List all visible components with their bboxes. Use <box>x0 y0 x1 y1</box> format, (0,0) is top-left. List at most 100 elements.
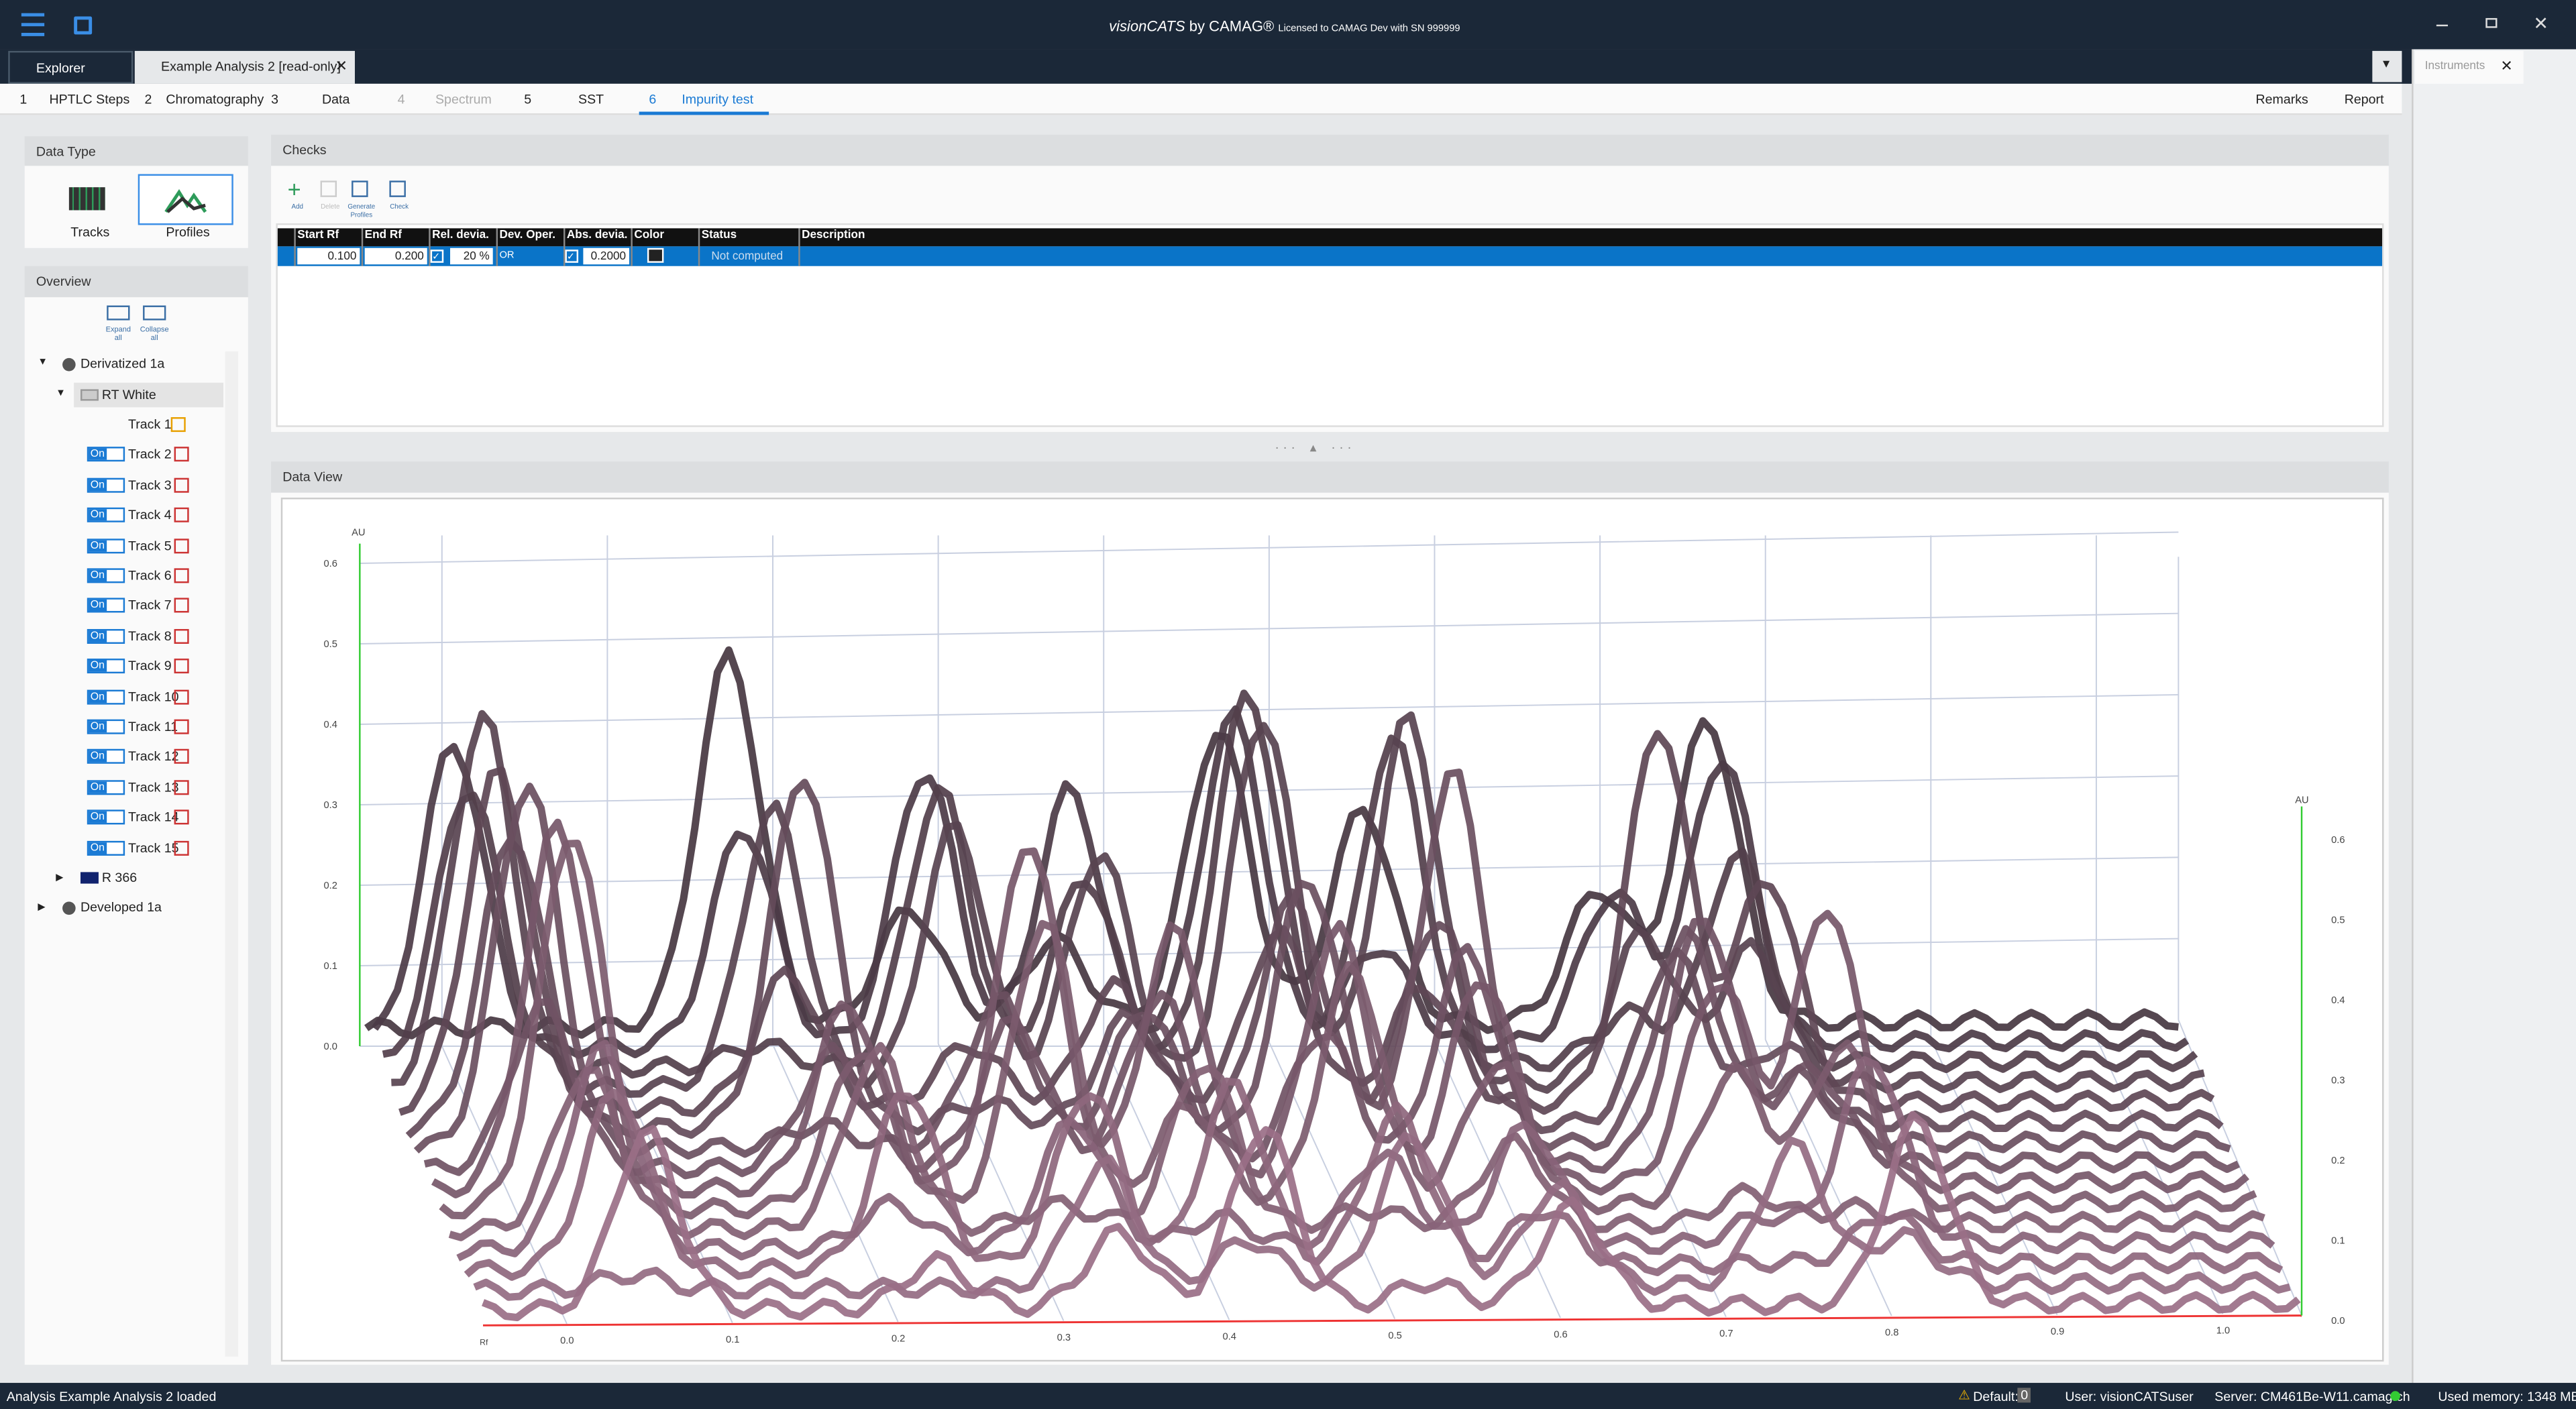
toggle-label[interactable]: On <box>89 781 107 793</box>
option-label[interactable]: Tracks <box>70 225 110 240</box>
step-label[interactable]: Data <box>322 92 350 107</box>
column-header[interactable]: Color <box>634 229 665 242</box>
toggle-label[interactable]: On <box>89 449 107 461</box>
option-label[interactable]: Profiles <box>166 225 210 240</box>
expander[interactable]: ▼ <box>38 357 48 368</box>
column-header[interactable]: Status <box>701 229 737 242</box>
button-label[interactable]: Expand all <box>105 325 131 342</box>
tracks-icon[interactable] <box>68 187 105 211</box>
save-button[interactable] <box>74 16 93 35</box>
step-label[interactable]: Spectrum <box>435 92 492 107</box>
track-label[interactable]: Track 10 <box>128 689 179 704</box>
toolbar-icon[interactable] <box>389 180 406 197</box>
toggle-label[interactable]: On <box>89 751 107 763</box>
minimize[interactable] <box>2436 24 2449 27</box>
toolbar-label[interactable]: Check <box>390 202 409 211</box>
toggle-label[interactable]: On <box>89 509 107 521</box>
tree-label[interactable]: Derivatized 1a <box>80 356 165 372</box>
expand-all[interactable] <box>107 305 130 321</box>
track-label[interactable]: Track 7 <box>128 598 172 614</box>
cell-start[interactable]: 0.100 <box>297 247 360 265</box>
cell-status[interactable]: Not computed <box>711 251 784 263</box>
cell-abs[interactable]: 0.2000 <box>583 247 629 265</box>
cell-rel[interactable]: 20 % <box>450 247 493 265</box>
button-label[interactable]: Collapse all <box>140 325 169 342</box>
tab[interactable]: Explorer <box>8 50 133 84</box>
toggle-label[interactable]: On <box>89 600 107 612</box>
toggle-label[interactable]: On <box>89 691 107 703</box>
panel-header: Data Type <box>24 136 248 166</box>
expander[interactable]: ▼ <box>56 389 66 400</box>
toggle-label[interactable]: On <box>89 539 107 551</box>
splitter[interactable]: · · · ▴ · · · <box>1275 440 1352 455</box>
action[interactable]: Remarks <box>2255 92 2308 107</box>
color-swatch[interactable] <box>647 247 664 263</box>
column-header[interactable]: Start Rf <box>297 229 339 242</box>
track-label[interactable]: Track 15 <box>128 840 179 855</box>
track-label[interactable]: Track 9 <box>128 659 172 674</box>
toggle-label[interactable]: On <box>89 479 107 491</box>
cell-end[interactable]: 0.200 <box>364 247 427 265</box>
step-number[interactable]: 5 <box>524 92 532 107</box>
toggle-label[interactable]: On <box>89 660 107 673</box>
checkbox[interactable]: ✓ <box>430 249 444 263</box>
step-number[interactable]: 4 <box>397 92 405 107</box>
tab[interactable]: Example Analysis 2 [read-only] <box>134 50 355 84</box>
toggle-label[interactable]: On <box>89 569 107 581</box>
checkbox[interactable]: ✓ <box>565 249 579 263</box>
column-header[interactable]: Rel. devia. <box>432 229 489 242</box>
track-label[interactable]: Track 11 <box>128 719 178 734</box>
track-label[interactable]: Track 14 <box>128 809 179 825</box>
track-label[interactable]: Track 3 <box>128 477 172 493</box>
side-tab[interactable]: Instruments <box>2415 50 2524 84</box>
step-label[interactable]: Chromatography <box>166 92 264 107</box>
toggle-label[interactable]: On <box>89 721 107 733</box>
toolbar-icon[interactable]: + <box>287 176 301 203</box>
side-tab-close[interactable]: ✕ <box>2500 57 2513 74</box>
profiles-option[interactable] <box>138 174 233 225</box>
step-label[interactable]: Impurity test <box>682 92 754 107</box>
toolbar-label[interactable]: Add <box>291 202 303 211</box>
restore[interactable] <box>2485 17 2498 28</box>
scrollbar[interactable] <box>225 351 239 1357</box>
toolbar-label[interactable]: Generate Profiles <box>347 202 376 219</box>
expander[interactable]: ▶ <box>38 903 46 913</box>
cell-oper[interactable]: OR <box>498 247 561 265</box>
track-label[interactable]: Track 1 <box>128 417 172 433</box>
toolbar-icon[interactable] <box>352 180 368 197</box>
step-label[interactable]: SST <box>578 92 604 107</box>
tree-label[interactable]: R 366 <box>101 870 138 886</box>
step-number[interactable]: 6 <box>649 92 657 107</box>
expander[interactable]: ▶ <box>56 873 64 884</box>
track-label[interactable]: Track 5 <box>128 538 172 553</box>
step-number[interactable]: 2 <box>144 92 152 107</box>
tree-label[interactable]: RT White <box>101 387 156 403</box>
tab-close[interactable]: ✕ <box>335 57 348 74</box>
toolbar-label[interactable]: Delete <box>321 202 340 211</box>
action[interactable]: Report <box>2344 92 2384 107</box>
step-label[interactable]: HPTLC Steps <box>49 92 130 107</box>
tree-label[interactable]: Developed 1a <box>80 900 162 915</box>
column-header[interactable]: Description <box>802 229 865 242</box>
dropdown[interactable]: ▼ <box>2372 50 2402 82</box>
track-label[interactable]: Track 8 <box>128 628 172 644</box>
column-header[interactable]: End Rf <box>364 229 402 242</box>
track-label[interactable]: Track 4 <box>128 508 172 523</box>
track-label[interactable]: Track 6 <box>128 568 172 583</box>
group-icon <box>80 872 99 884</box>
toolbar-icon[interactable] <box>320 180 337 197</box>
close[interactable]: ✕ <box>2533 15 2548 35</box>
track-label[interactable]: Track 13 <box>128 779 179 795</box>
menu-button[interactable] <box>21 13 45 36</box>
toggle-label[interactable]: On <box>89 811 107 824</box>
column-header[interactable]: Abs. devia. <box>566 229 628 242</box>
toggle-label[interactable]: On <box>89 842 107 854</box>
step-number[interactable]: 1 <box>19 92 28 107</box>
collapse-all[interactable] <box>143 305 166 321</box>
track-label[interactable]: Track 2 <box>128 447 172 463</box>
column-header[interactable]: Dev. Oper. <box>499 229 556 242</box>
step-number[interactable]: 3 <box>271 92 278 107</box>
group-icon <box>80 389 99 401</box>
track-label[interactable]: Track 12 <box>128 749 179 765</box>
toggle-label[interactable]: On <box>89 630 107 642</box>
